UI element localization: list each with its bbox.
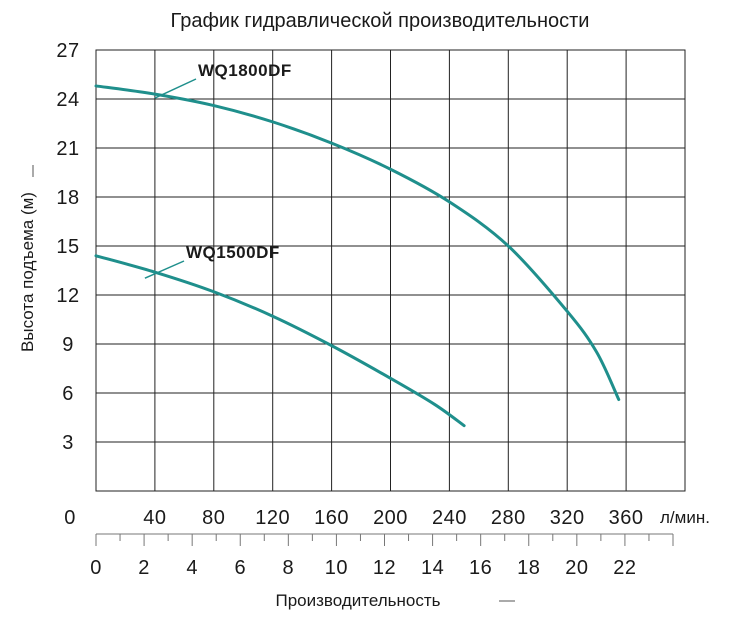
x-tick-label: 280 — [491, 507, 526, 529]
x-tick-label: 320 — [550, 507, 585, 529]
y-axis-label: Высота подъема (м) — [18, 192, 37, 352]
secondary-x-tick-label: 10 — [325, 557, 348, 579]
secondary-x-tick-label: 22 — [613, 557, 636, 579]
x-tick-label: 160 — [314, 507, 349, 529]
secondary-x-tick-label: 20 — [565, 557, 588, 579]
series-label-wq1500df: WQ1500DF — [186, 243, 280, 262]
x-tick-label: 200 — [373, 507, 408, 529]
y-tick-label: 15 — [56, 236, 79, 258]
series-line-wq1500df — [94, 254, 466, 428]
grid-lines — [95, 49, 686, 492]
secondary-x-tick-label: 14 — [421, 557, 444, 579]
chart-title: График гидравлической производительности — [171, 10, 590, 32]
x-axis-label: Производительность — [275, 591, 440, 610]
series-curves — [94, 78, 621, 428]
y-tick-label: 3 — [62, 432, 74, 454]
y-tick-label: 9 — [62, 334, 74, 356]
secondary-x-tick-label: 6 — [234, 557, 246, 579]
x-tick-label: 40 — [143, 507, 166, 529]
x-unit-label: л/мин. — [660, 508, 710, 527]
secondary-x-tick-label: 16 — [469, 557, 492, 579]
label-leader-wq1800df — [154, 78, 197, 99]
y-tick-label: 12 — [56, 285, 79, 307]
x-tick-label: 240 — [432, 507, 467, 529]
x-tick-label: 360 — [609, 507, 644, 529]
secondary-x-tick-label: 2 — [138, 557, 150, 579]
y-tick-label: 6 — [62, 383, 74, 405]
y-tick-labels: 3 6 9 12 15 18 21 24 27 — [56, 40, 79, 454]
x-tick-label: 120 — [255, 507, 290, 529]
secondary-x-tick-label: 12 — [373, 557, 396, 579]
x-tick-label: 80 — [202, 507, 225, 529]
x-tick-labels-lpm: 40 80 120 160 200 240 280 320 360 — [143, 507, 643, 529]
y-tick-label: 21 — [56, 138, 79, 160]
series-label-wq1800df: WQ1800DF — [198, 61, 292, 80]
series-line-wq1800df — [94, 84, 621, 402]
x-zero-label: 0 — [64, 507, 76, 529]
secondary-x-axis-m3h: 0 2 4 6 8 10 12 14 16 18 20 22 — [90, 533, 674, 579]
y-tick-label: 18 — [56, 187, 79, 209]
secondary-x-tick-label: 8 — [283, 557, 295, 579]
secondary-x-tick-label: 4 — [186, 557, 198, 579]
secondary-x-tick-label: 0 — [90, 557, 102, 579]
label-leader-wq1500df — [144, 260, 185, 279]
y-tick-label: 27 — [56, 40, 79, 62]
secondary-x-tick-label: 18 — [517, 557, 540, 579]
y-tick-label: 24 — [56, 89, 79, 111]
